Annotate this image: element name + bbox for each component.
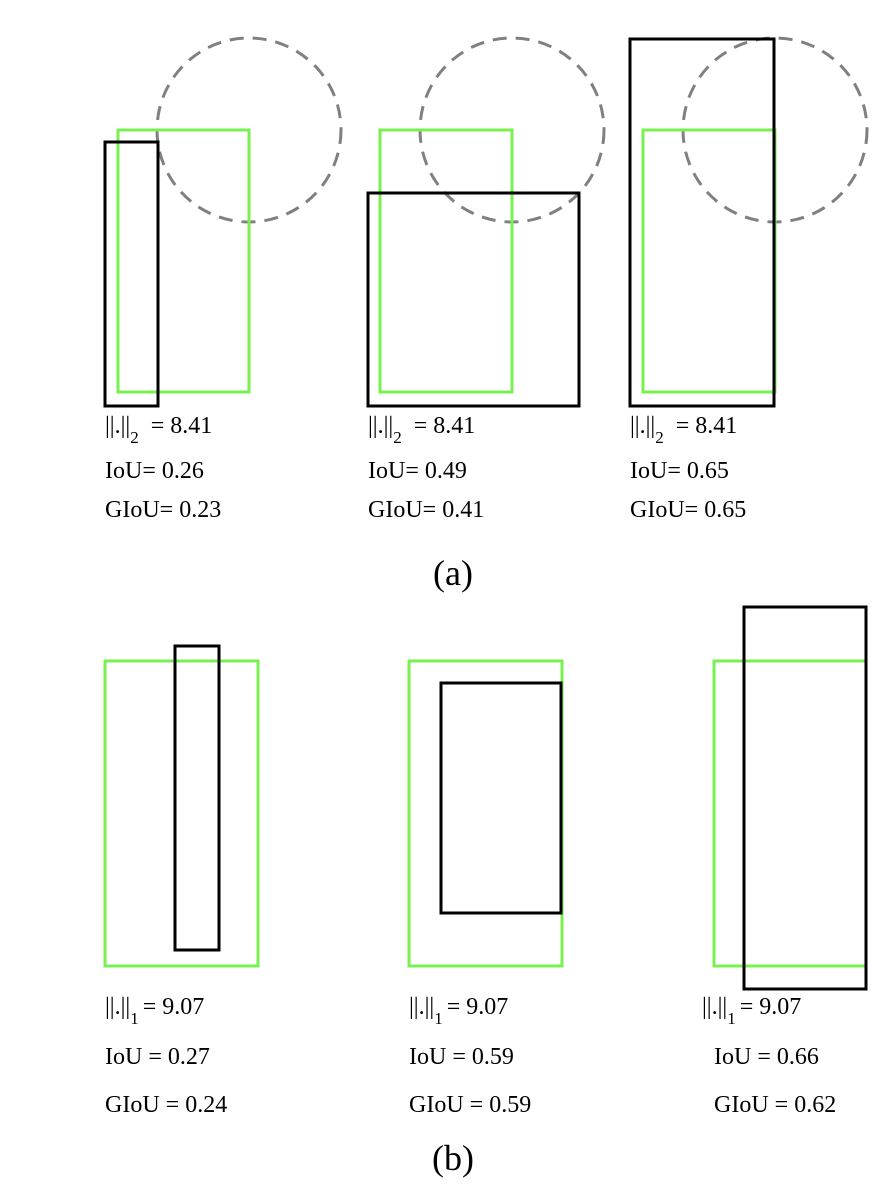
giou-label: GIoU= 0.65 xyxy=(630,497,746,523)
panel-a: ||.||2 = 8.41 IoU= 0.26 GIoU= 0.23 ||.||2… xyxy=(103,36,869,593)
panel-b-example-3: ||.||1 = 9.07 IoU = 0.66 GIoU = 0.62 xyxy=(702,605,868,1118)
l1-norm-label: ||.||1 = 9.07 xyxy=(702,994,801,1028)
panel-b: ||.||1 = 9.07 IoU = 0.27 GIoU = 0.24 ||.|… xyxy=(103,605,868,1178)
predicted-box xyxy=(628,37,776,408)
panel-a-example-2: ||.||2 = 8.41 IoU= 0.49 GIoU= 0.41 xyxy=(366,36,606,523)
predicted-box xyxy=(366,191,581,408)
ground-truth-box xyxy=(103,659,260,968)
panel-a-example-1: ||.||2 = 8.41 IoU= 0.26 GIoU= 0.23 xyxy=(103,36,343,523)
l1-norm-label: ||.||1 = 9.07 xyxy=(409,994,508,1028)
panel-b-caption: (b) xyxy=(432,1138,474,1178)
predicted-box xyxy=(439,681,563,915)
predicted-box xyxy=(173,644,221,952)
l2-norm-label: ||.||2 = 8.41 xyxy=(630,413,737,447)
iou-label: IoU= 0.49 xyxy=(368,458,467,484)
giou-label: GIoU= 0.23 xyxy=(105,497,221,523)
predicted-box xyxy=(103,140,160,408)
iou-label: IoU = 0.27 xyxy=(105,1044,210,1070)
l2-norm-label: ||.||2 = 8.41 xyxy=(368,413,475,447)
iou-label: IoU = 0.59 xyxy=(409,1044,514,1070)
ground-truth-box xyxy=(641,128,777,394)
giou-label: GIoU = 0.62 xyxy=(714,1092,836,1118)
predicted-box xyxy=(742,605,868,991)
iou-label: IoU= 0.65 xyxy=(630,458,729,484)
iou-label: IoU = 0.66 xyxy=(714,1044,819,1070)
l1-norm-label: ||.||1 = 9.07 xyxy=(105,994,204,1028)
l2-norm-label: ||.||2 = 8.41 xyxy=(105,413,212,447)
iou-label: IoU= 0.26 xyxy=(105,458,204,484)
giou-label: GIoU= 0.41 xyxy=(368,497,484,523)
giou-label: GIoU = 0.59 xyxy=(409,1092,531,1118)
panel-b-example-2: ||.||1 = 9.07 IoU = 0.59 GIoU = 0.59 xyxy=(407,659,564,1118)
panel-a-example-3: ||.||2 = 8.41 IoU= 0.65 GIoU= 0.65 xyxy=(628,36,869,523)
ground-truth-box xyxy=(378,128,514,394)
panel-a-caption: (a) xyxy=(433,553,473,593)
ground-truth-box xyxy=(712,659,868,968)
ground-truth-box xyxy=(116,128,251,394)
panel-b-example-1: ||.||1 = 9.07 IoU = 0.27 GIoU = 0.24 xyxy=(103,644,260,1118)
ground-truth-box xyxy=(407,659,564,968)
giou-label: GIoU = 0.24 xyxy=(105,1092,227,1118)
